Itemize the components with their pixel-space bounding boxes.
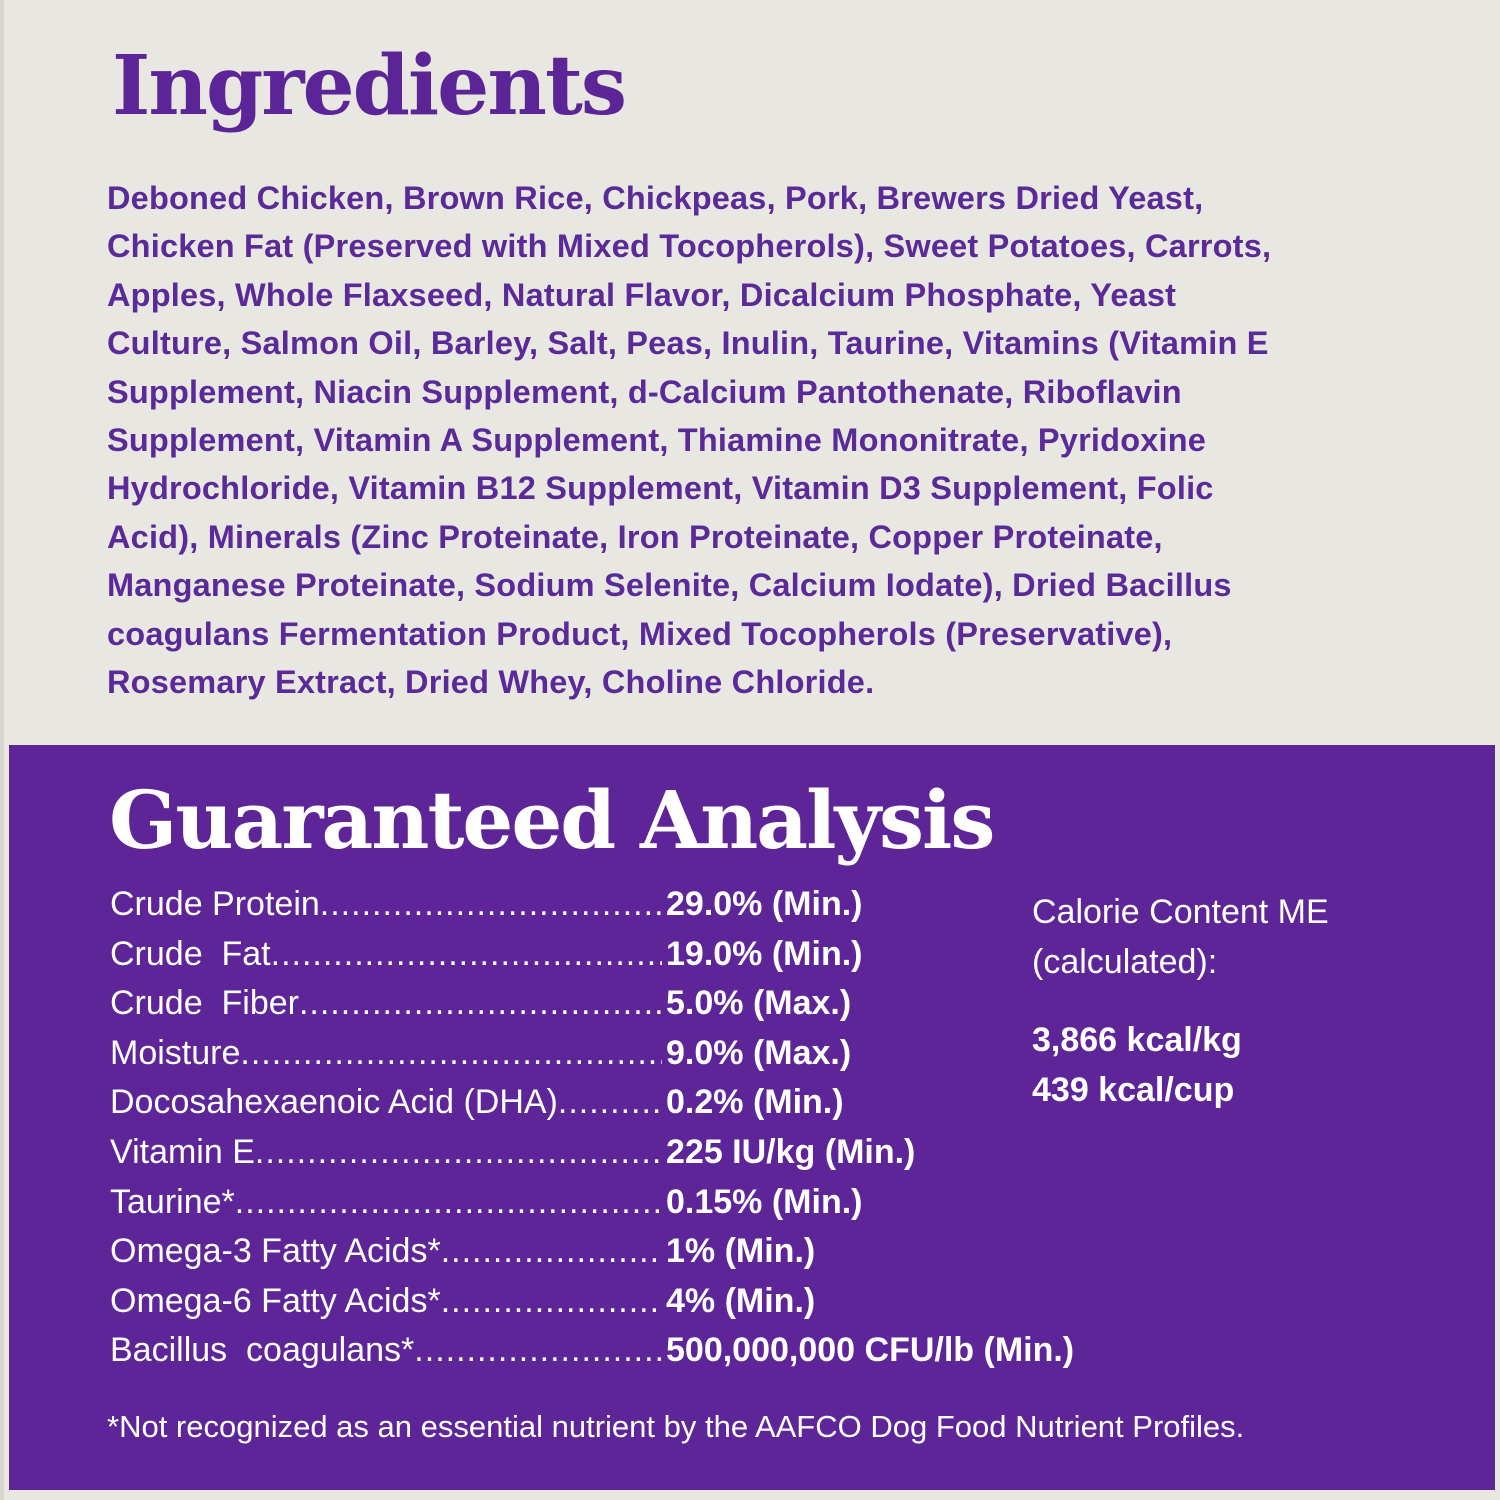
calorie-per-kg: 3,866 kcal/kg [1032,1021,1242,1059]
analysis-label-cell: Taurine*................................… [110,1183,662,1222]
calorie-per-cup: 439 kcal/cup [1032,1071,1235,1109]
analysis-label: Crude Fiber [110,984,299,1023]
analysis-row: Crude Fat...............................… [110,935,1074,985]
analysis-label: Vitamin E [110,1132,255,1171]
ingredients-list: Deboned Chicken, Brown Rice, Chickpeas, … [107,174,1271,706]
ingredients-line: Culture, Salmon Oil, Barley, Salt, Peas,… [107,325,1269,362]
analysis-label-cell: Docosahexaenoic Acid (DHA)..............… [110,1083,662,1122]
dot-leader: ........................................… [240,1033,662,1072]
analysis-label-cell: Crude Fiber.............................… [110,984,662,1023]
analysis-label-cell: Omega-6 Fatty Acids*....................… [110,1282,662,1321]
analysis-label: Omega-3 Fatty Acids* [110,1232,441,1271]
analysis-label: Bacillus coagulans* [110,1331,415,1370]
ingredients-line: Supplement, Niacin Supplement, d-Calcium… [107,373,1182,410]
analysis-row: Bacillus coagulans*.....................… [110,1331,1074,1381]
dot-leader: ........................................… [270,934,662,973]
analysis-row: Omega-3 Fatty Acids*....................… [110,1232,1074,1282]
guaranteed-analysis-title: Guaranteed Analysis [109,773,995,867]
analysis-label: Crude Fat [110,934,271,973]
analysis-value: 9.0% (Max.) [666,1033,852,1072]
analysis-row: Docosahexaenoic Acid (DHA)..............… [110,1083,1074,1133]
dot-leader: ........................................… [557,1083,662,1122]
analysis-label-cell: Crude Protein...........................… [110,885,662,924]
ingredients-line: Supplement, Vitamin A Supplement, Thiami… [107,422,1207,459]
analysis-label-cell: Bacillus coagulans*.....................… [110,1331,662,1370]
ingredients-line: Hydrochloride, Vitamin B12 Supplement, V… [107,470,1214,507]
ingredients-line: Rosemary Extract, Dried Whey, Choline Ch… [107,664,875,701]
analysis-row: Vitamin E...............................… [110,1133,1074,1183]
dot-leader: ........................................… [440,1281,662,1320]
analysis-label-cell: Moisture................................… [110,1034,662,1073]
ingredients-title: Ingredients [112,38,627,134]
ingredients-line: Deboned Chicken, Brown Rice, Chickpeas, … [107,180,1204,216]
analysis-table: Crude Protein...........................… [110,885,1074,1381]
analysis-row: Crude Fiber.............................… [110,984,1074,1034]
analysis-label: Crude Protein [110,885,320,923]
analysis-value: 1% (Min.) [666,1232,816,1271]
analysis-value: 225 IU/kg (Min.) [666,1132,916,1171]
dot-leader: ........................................… [414,1331,662,1370]
ingredients-line: Chicken Fat (Preserved with Mixed Tocoph… [107,228,1272,265]
calorie-label: Calorie Content ME [1032,893,1329,931]
analysis-label: Taurine* [110,1182,235,1221]
analysis-value: 0.15% (Min.) [666,1182,863,1221]
analysis-label-cell: Vitamin E...............................… [110,1133,662,1172]
analysis-row: Moisture................................… [110,1034,1074,1084]
footnote: *Not recognized as an essential nutrient… [107,1409,1245,1444]
analysis-value: 4% (Min.) [666,1281,816,1320]
analysis-value: 5.0% (Max.) [666,984,852,1023]
analysis-label: Docosahexaenoic Acid (DHA) [110,1083,558,1122]
dot-leader: ........................................… [254,1132,662,1171]
calorie-label-sub: (calculated): [1032,943,1218,981]
dot-leader: ........................................… [298,984,662,1023]
ingredients-line: Manganese Proteinate, Sodium Selenite, C… [107,567,1232,604]
analysis-row: Taurine*................................… [110,1183,1074,1233]
analysis-value: 0.2% (Min.) [666,1083,844,1122]
analysis-row: Crude Protein...........................… [110,885,1074,935]
calorie-content: Calorie Content ME (calculated): 3,866 k… [1032,887,1329,1115]
guaranteed-analysis-panel: Guaranteed Analysis Crude Protein.......… [9,745,1495,1490]
ingredients-line: Acid), Minerals (Zinc Proteinate, Iron P… [107,518,1163,555]
ingredients-line: Apples, Whole Flaxseed, Natural Flavor, … [107,276,1177,313]
dot-leader: ........................................… [440,1232,662,1271]
analysis-value: 29.0% (Min.) [666,885,863,923]
analysis-label: Omega-6 Fatty Acids* [110,1281,441,1320]
analysis-value: 19.0% (Min.) [666,934,863,973]
analysis-value: 500,000,000 CFU/lb (Min.) [666,1331,1075,1370]
ingredients-line: coagulans Fermentation Product, Mixed To… [107,615,1173,652]
analysis-label-cell: Omega-3 Fatty Acids*....................… [110,1232,662,1271]
dot-leader: ........................................… [234,1182,662,1221]
dot-leader: ........................................… [319,885,662,923]
analysis-label: Moisture [110,1033,241,1072]
analysis-row: Omega-6 Fatty Acids*....................… [110,1282,1074,1332]
analysis-label-cell: Crude Fat...............................… [110,935,662,974]
